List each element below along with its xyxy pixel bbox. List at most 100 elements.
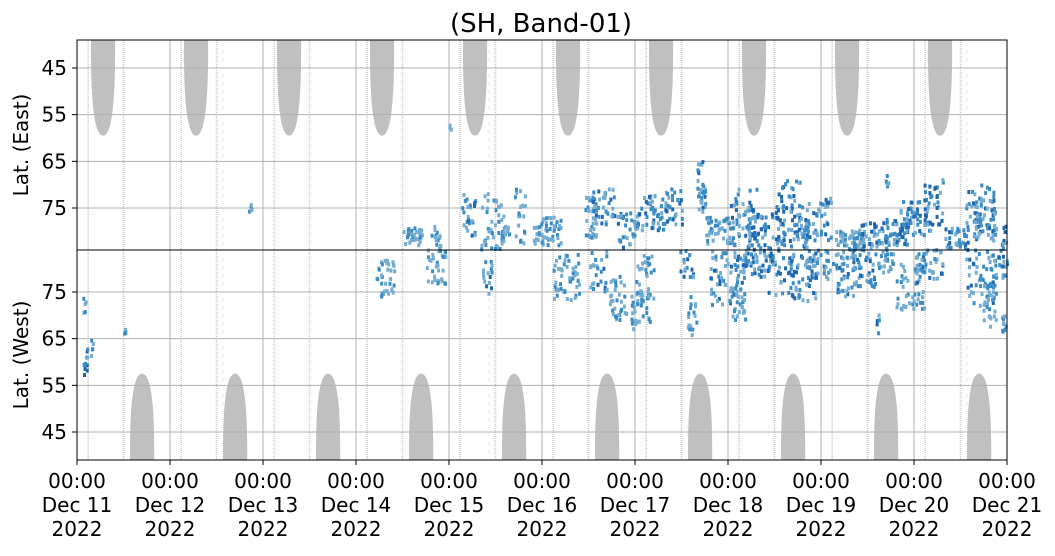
activity-cell-east: [549, 221, 553, 226]
activity-cell-west: [813, 264, 817, 268]
activity-cell-west: [605, 287, 609, 292]
activity-cell-east: [519, 205, 523, 209]
activity-cell-west: [899, 306, 903, 311]
activity-cell-west: [744, 248, 748, 253]
activity-cell-west: [738, 256, 742, 261]
activity-cell-west: [810, 269, 814, 274]
activity-cell-east: [671, 217, 675, 222]
x-tick-label: 2022: [145, 517, 196, 541]
activity-cell-west: [482, 272, 485, 277]
x-tick-label: 2022: [703, 517, 754, 541]
activity-cell-west: [689, 306, 693, 311]
x-tick-label: Dec 13: [228, 493, 299, 517]
activity-cell-west: [779, 280, 783, 285]
activity-cell-west: [682, 274, 686, 279]
activity-cell-east: [906, 212, 909, 217]
activity-cell-east: [436, 238, 440, 243]
activity-cell-east: [980, 183, 984, 188]
activity-cell-west: [865, 279, 869, 284]
activity-cell-east: [789, 195, 793, 200]
activity-cell-west: [392, 283, 396, 288]
activity-cell-east: [793, 198, 797, 203]
activity-cell-east: [1004, 224, 1008, 229]
activity-cell-east: [993, 211, 997, 216]
activity-cell-east: [990, 236, 994, 241]
activity-cell-east: [981, 229, 985, 234]
activity-cell-west: [789, 261, 793, 266]
activity-cell-east: [414, 236, 418, 241]
activity-cell-east: [898, 226, 902, 231]
activity-cell-west: [859, 265, 863, 270]
activity-cell-east: [417, 237, 421, 242]
activity-cell-west: [729, 270, 733, 275]
activity-cell-west: [380, 294, 384, 299]
activity-cell-west: [391, 260, 395, 265]
activity-cell-west: [827, 259, 830, 263]
activity-cell-west: [630, 294, 634, 299]
activity-cell-west: [431, 252, 435, 257]
activity-cell-east: [841, 239, 845, 244]
activity-cell-west: [816, 257, 820, 261]
activity-cell-west: [901, 264, 905, 269]
activity-cell-east: [777, 192, 781, 197]
activity-cell-east: [705, 216, 709, 221]
activity-cell-west: [916, 255, 920, 260]
activity-cell-east: [960, 240, 963, 245]
activity-cell-west: [985, 301, 989, 306]
activity-cell-west: [433, 278, 437, 283]
activity-cell-east: [851, 240, 854, 245]
activity-cell-east: [606, 211, 610, 216]
activity-cell-west: [648, 262, 652, 267]
activity-cell-east: [905, 242, 909, 247]
activity-cell-east: [798, 212, 802, 217]
activity-cell-east: [418, 240, 422, 245]
activity-cell-east: [674, 222, 678, 227]
activity-cell-east: [708, 215, 712, 220]
activity-cell-east: [979, 200, 983, 205]
activity-cell-east: [775, 237, 778, 242]
activity-cell-west: [84, 361, 87, 366]
activity-cell-east: [875, 244, 879, 249]
activity-cell-east: [650, 226, 654, 231]
activity-cell-west: [720, 255, 724, 260]
activity-cell-west: [754, 259, 758, 264]
shade-lobe-top-7: [741, 40, 767, 136]
activity-cell-west: [891, 261, 895, 266]
activity-cell-east: [843, 233, 847, 238]
activity-cell-east: [897, 237, 901, 242]
activity-cell-east: [542, 217, 546, 222]
activity-cell-west: [632, 305, 636, 310]
activity-cell-east: [611, 206, 615, 211]
activity-cell-east: [937, 222, 941, 227]
activity-cell-west: [761, 263, 765, 268]
activity-cell-west: [571, 276, 575, 281]
activity-cell-east: [795, 213, 799, 218]
activity-cell-east: [467, 221, 471, 226]
activity-cell-west: [691, 327, 695, 332]
activity-cell-west: [735, 276, 739, 281]
activity-cell-east: [659, 204, 663, 208]
activity-cell-west: [687, 323, 691, 328]
chart-title: (SH, Band-01): [450, 9, 632, 39]
activity-cell-west: [975, 256, 979, 261]
activity-cell-east: [646, 201, 650, 206]
activity-cell-west: [770, 258, 774, 263]
activity-cell-east: [696, 168, 700, 173]
activity-cell-west: [573, 296, 577, 300]
activity-cell-west: [611, 312, 615, 317]
activity-cell-east: [542, 235, 546, 240]
shade-lobe-top-1: [183, 40, 209, 136]
activity-cell-east: [635, 223, 639, 228]
activity-cell-west: [426, 279, 430, 284]
activity-cell-east: [976, 215, 979, 219]
activity-cell-west: [852, 256, 856, 261]
activity-cell-west: [823, 269, 826, 274]
activity-cell-west: [904, 305, 908, 309]
activity-cell-west: [858, 284, 862, 289]
activity-cell-east: [817, 207, 821, 212]
activity-cell-west: [911, 295, 915, 300]
activity-cell-west: [902, 304, 906, 308]
activity-cell-east: [992, 238, 996, 243]
activity-cell-east: [546, 243, 550, 248]
activity-cell-east: [729, 238, 733, 243]
